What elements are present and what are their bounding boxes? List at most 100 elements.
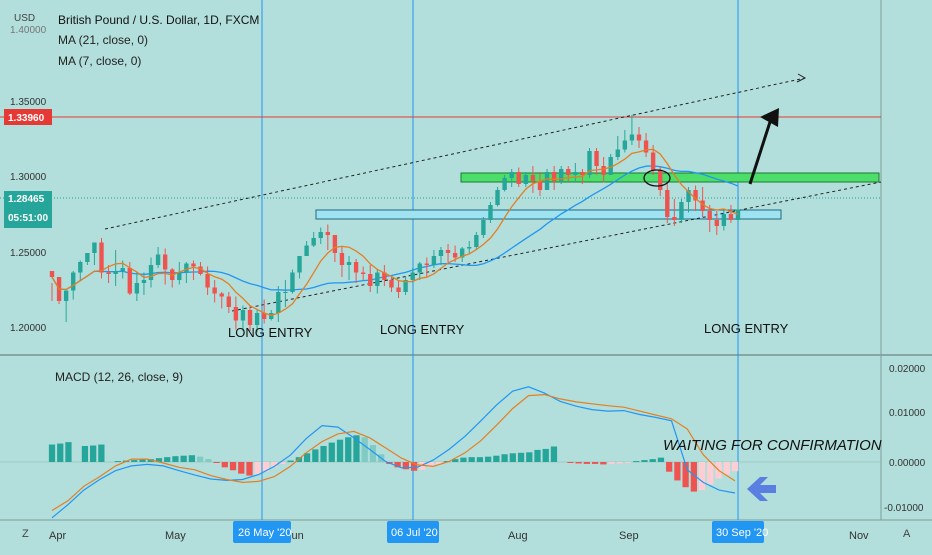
last-price-text: 1.28465 bbox=[8, 194, 45, 205]
macd-histogram-bar bbox=[583, 462, 591, 464]
long-entry-label-1[interactable]: LONG ENTRY bbox=[228, 325, 313, 340]
ma21-legend[interactable]: MA (21, close, 0) bbox=[58, 33, 148, 47]
symbol-title[interactable]: British Pound / U.S. Dollar, 1D, FXCM bbox=[58, 13, 259, 27]
candle-body bbox=[375, 272, 380, 286]
countdown-badge bbox=[4, 206, 52, 228]
macd-histogram-bar bbox=[254, 462, 261, 475]
date-badge-06jul-text: 06 Jul '20 bbox=[391, 527, 438, 539]
macd-histogram-bar bbox=[229, 462, 237, 471]
timezone-icon[interactable]: Z bbox=[22, 528, 29, 540]
candle-body bbox=[339, 253, 345, 265]
candle-body bbox=[177, 272, 182, 280]
ma21-line bbox=[51, 165, 739, 291]
waiting-confirmation-label[interactable]: WAITING FOR CONFIRMATION bbox=[663, 437, 882, 454]
macd-histogram-bar bbox=[131, 460, 138, 462]
candle-body bbox=[488, 205, 493, 220]
long-entry-label-3[interactable]: LONG ENTRY bbox=[704, 321, 789, 336]
candle-body bbox=[516, 172, 521, 184]
macd-lines-layer bbox=[51, 386, 736, 519]
macd-histogram-bar bbox=[460, 457, 467, 462]
candle-body bbox=[92, 242, 97, 253]
candle-body bbox=[679, 202, 684, 220]
ma7-legend[interactable]: MA (7, close, 0) bbox=[58, 54, 141, 68]
blue-left-arrow[interactable] bbox=[747, 477, 776, 501]
macd-histogram-bar bbox=[526, 452, 533, 462]
date-badge-30sep[interactable] bbox=[712, 521, 764, 543]
candle-body bbox=[700, 200, 705, 211]
macd-histogram-bar bbox=[221, 462, 228, 468]
macd-histogram-bar bbox=[312, 449, 319, 462]
candle-body bbox=[297, 256, 302, 273]
candle-body bbox=[452, 253, 458, 258]
macd-histogram-bar bbox=[550, 446, 558, 462]
candle-body bbox=[721, 214, 727, 226]
candle-body bbox=[417, 263, 422, 273]
macd-histogram-bar bbox=[608, 462, 615, 464]
candle-body bbox=[346, 262, 352, 265]
long-entry-label-2[interactable]: LONG ENTRY bbox=[380, 322, 465, 337]
circle-annotation[interactable] bbox=[643, 169, 671, 187]
candle-body bbox=[693, 190, 698, 201]
candle-body bbox=[276, 292, 281, 313]
candle-body bbox=[445, 250, 451, 253]
macd-axis[interactable]: 0.02000 0.01000 0.00000 -0.01000 bbox=[884, 364, 926, 514]
channel-upper-line[interactable] bbox=[104, 77, 806, 230]
candle-body bbox=[629, 134, 635, 141]
candle-body bbox=[594, 151, 599, 166]
macd-histogram-bar bbox=[90, 445, 97, 462]
candle-body bbox=[240, 310, 246, 321]
macd-tick-1: 0.02000 bbox=[889, 364, 926, 375]
macd-histogram-bar bbox=[246, 462, 253, 476]
price-axis[interactable]: 1.35000 1.30000 1.25000 1.20000 bbox=[10, 97, 47, 334]
time-axis[interactable]: Apr May Jun Aug Sep Nov bbox=[49, 530, 869, 542]
candle-body bbox=[332, 235, 338, 253]
time-label-nov: Nov bbox=[849, 530, 869, 542]
candle-body bbox=[226, 296, 231, 307]
macd-histogram-bar bbox=[542, 448, 549, 462]
macd-histogram-bar bbox=[402, 462, 409, 470]
candle-body bbox=[311, 238, 316, 246]
bullish-arrow-shaft[interactable] bbox=[748, 121, 772, 185]
candle-body bbox=[85, 253, 90, 262]
macd-histogram-bar bbox=[213, 462, 220, 463]
ma21-layer bbox=[51, 165, 739, 291]
macd-histogram-bar bbox=[410, 462, 418, 471]
candle-body bbox=[396, 287, 401, 292]
macd-histogram-bar bbox=[641, 460, 648, 462]
time-label-sep: Sep bbox=[619, 530, 639, 542]
macd-legend[interactable]: MACD (12, 26, close, 9) bbox=[55, 370, 183, 384]
macd-histogram-bar bbox=[501, 454, 508, 462]
macd-histogram-bar bbox=[674, 462, 681, 481]
candle-body bbox=[509, 172, 514, 178]
candle-body bbox=[537, 181, 543, 190]
candle-body bbox=[410, 272, 415, 280]
candle-body bbox=[735, 209, 741, 220]
candle-body bbox=[360, 272, 366, 274]
candle-body bbox=[198, 266, 203, 274]
macd-histogram-bar bbox=[196, 456, 204, 462]
macd-histogram-bar bbox=[320, 445, 327, 462]
ma7-layer bbox=[51, 148, 739, 317]
date-badge-26may[interactable] bbox=[233, 521, 291, 543]
ma7-line bbox=[51, 148, 739, 317]
macd-histogram-bar bbox=[205, 459, 212, 462]
macd-histogram-bar bbox=[723, 462, 730, 475]
auto-scale-icon[interactable]: A bbox=[903, 528, 911, 540]
date-badge-06jul[interactable] bbox=[387, 521, 439, 543]
macd-histogram-bar bbox=[172, 456, 179, 462]
candle-body bbox=[120, 268, 125, 271]
candle-body bbox=[587, 151, 592, 175]
candle-body bbox=[686, 190, 691, 202]
candle-body bbox=[71, 272, 76, 291]
blue-support-zone[interactable] bbox=[315, 209, 782, 220]
channel-arrowhead bbox=[796, 73, 807, 83]
candle-body bbox=[233, 307, 239, 321]
candle-body bbox=[424, 263, 430, 265]
channel-lower-line[interactable] bbox=[231, 181, 882, 312]
candle-body bbox=[643, 140, 649, 153]
macd-histogram-bar bbox=[666, 462, 673, 472]
macd-histogram-bar bbox=[271, 462, 278, 468]
candle-body bbox=[148, 265, 154, 280]
